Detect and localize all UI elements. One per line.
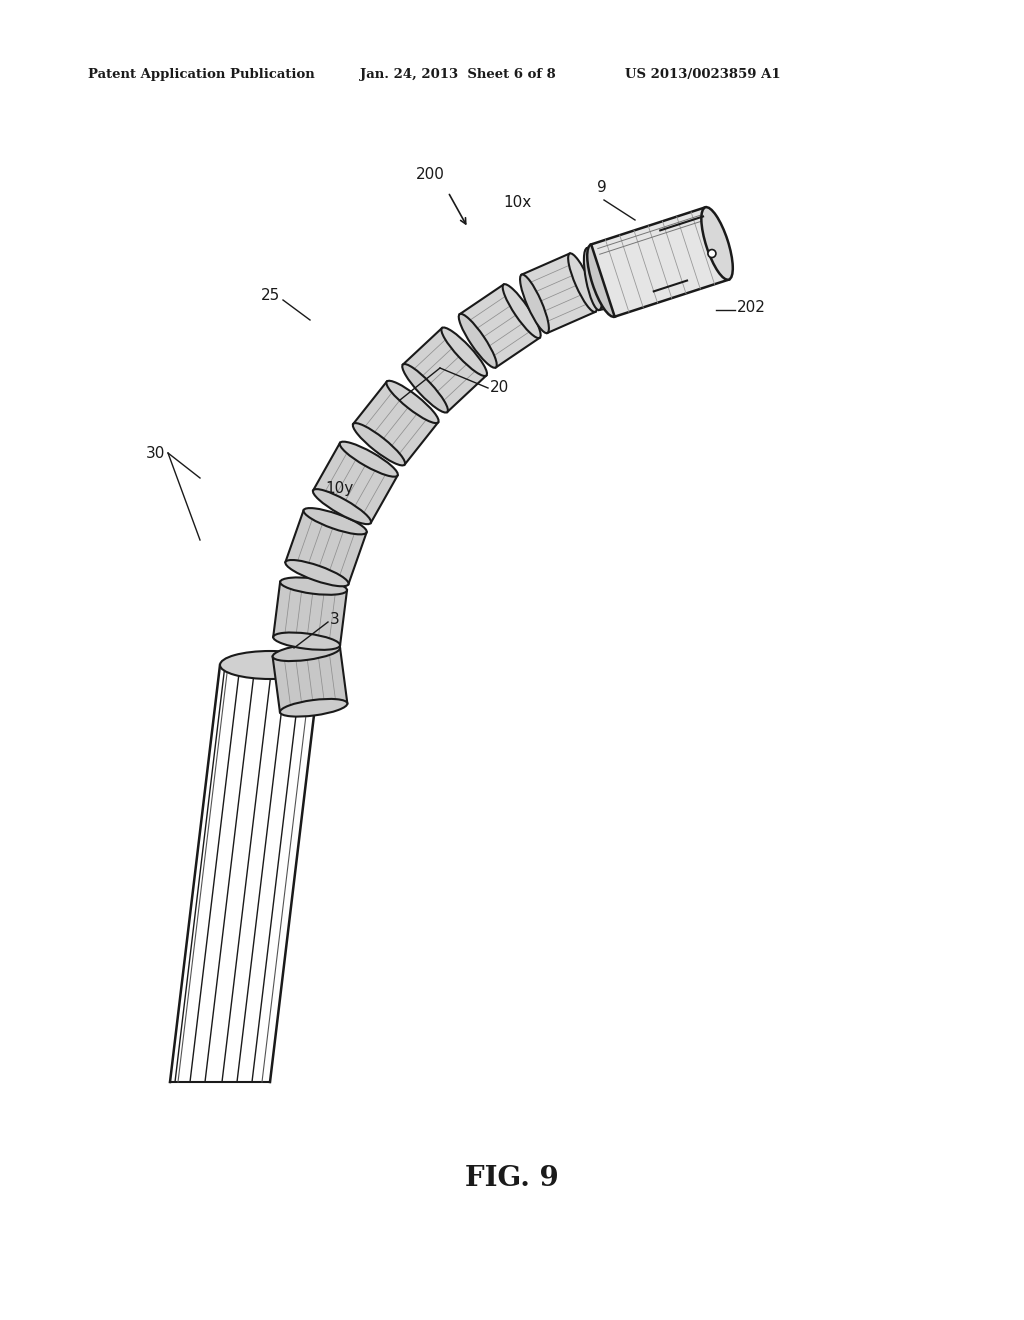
Polygon shape — [273, 582, 347, 645]
Ellipse shape — [353, 424, 406, 466]
Polygon shape — [460, 285, 540, 367]
Text: Jan. 24, 2013  Sheet 6 of 8: Jan. 24, 2013 Sheet 6 of 8 — [360, 69, 556, 81]
Polygon shape — [286, 511, 367, 585]
Polygon shape — [591, 207, 729, 317]
Ellipse shape — [313, 490, 371, 524]
Ellipse shape — [587, 244, 618, 317]
Ellipse shape — [503, 284, 541, 338]
Ellipse shape — [272, 643, 340, 661]
Polygon shape — [272, 648, 347, 713]
Polygon shape — [313, 444, 397, 523]
Ellipse shape — [568, 253, 597, 312]
Text: 20: 20 — [490, 380, 509, 396]
Ellipse shape — [386, 380, 438, 424]
Ellipse shape — [220, 651, 319, 678]
Text: 3: 3 — [330, 612, 340, 627]
Polygon shape — [587, 238, 650, 310]
Ellipse shape — [303, 508, 367, 535]
Ellipse shape — [402, 364, 447, 413]
Text: 10x: 10x — [503, 195, 531, 210]
Ellipse shape — [635, 238, 653, 300]
Text: 9: 9 — [597, 180, 607, 195]
Text: 10y: 10y — [325, 480, 353, 495]
Ellipse shape — [520, 275, 549, 333]
Ellipse shape — [584, 248, 602, 310]
Text: Patent Application Publication: Patent Application Publication — [88, 69, 314, 81]
Ellipse shape — [459, 314, 497, 368]
Ellipse shape — [280, 698, 347, 717]
Text: US 2013/0023859 A1: US 2013/0023859 A1 — [625, 69, 780, 81]
Text: 30: 30 — [145, 446, 165, 461]
Ellipse shape — [273, 632, 340, 649]
Text: 25: 25 — [261, 288, 280, 302]
Polygon shape — [521, 253, 595, 333]
Ellipse shape — [281, 577, 347, 595]
Circle shape — [708, 249, 716, 257]
Ellipse shape — [286, 560, 348, 586]
Polygon shape — [402, 327, 486, 412]
Ellipse shape — [701, 207, 733, 280]
Text: FIG. 9: FIG. 9 — [465, 1164, 559, 1192]
Polygon shape — [353, 381, 438, 465]
Text: 202: 202 — [737, 300, 766, 314]
Ellipse shape — [441, 327, 487, 376]
Ellipse shape — [340, 442, 397, 477]
Text: 200: 200 — [416, 168, 444, 182]
